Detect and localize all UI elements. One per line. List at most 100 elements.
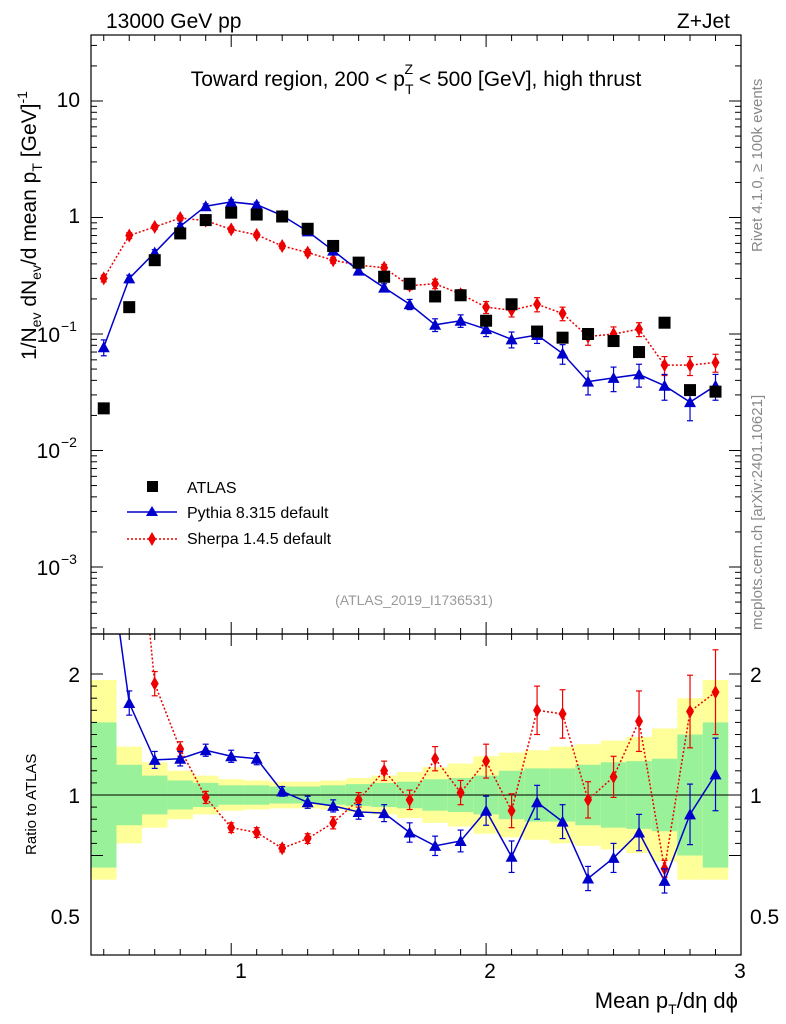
legend: ATLAS Pythia 8.315 default Sherpa 1.4.5 … (127, 480, 332, 548)
legend-sherpa-marker (148, 532, 156, 546)
atlas-point-6 (250, 208, 263, 221)
pythia-ratio-point-14 (454, 834, 467, 846)
atlas-point-5 (225, 206, 238, 219)
pythia-point-15 (480, 323, 493, 335)
analysis-id: (ATLAS_2019_I1736531) (335, 592, 493, 608)
pythia-ratio-point-16 (505, 850, 518, 862)
sherpa-point-6 (252, 227, 261, 242)
sherpa-ratio-line (149, 634, 716, 869)
atlas-point-7 (276, 210, 289, 223)
atlas-point-14 (454, 289, 467, 302)
pythia-ratio-point-15 (480, 804, 493, 816)
atlas-point-22 (658, 316, 671, 329)
legend-pythia-label: Pythia 8.315 default (187, 505, 329, 522)
ytick-label-0.01: 10 (37, 440, 60, 463)
ratio-ytick-right-2: 2 (750, 664, 762, 687)
ratio-ytick-labels-left: 0.5 1 2 (51, 664, 80, 929)
ratio-ytick-1: 1 (68, 785, 80, 808)
sherpa-point-0 (99, 271, 108, 286)
sherpa-point-22 (660, 358, 669, 373)
sherpa-ratio-point-24 (711, 685, 720, 700)
atlas-point-0 (97, 402, 110, 415)
sherpa-ratio-point-16 (507, 803, 516, 818)
pythia-ratio-point-2 (148, 753, 161, 765)
ratio-series (119, 413, 722, 894)
sherpa-point-17 (533, 297, 542, 312)
pythia-ratio-point-7 (276, 785, 289, 797)
main-series (97, 195, 722, 422)
atlas-point-23 (684, 384, 697, 397)
pythia-ratio-point-9 (327, 799, 340, 811)
sherpa-point-5 (227, 222, 236, 237)
pythia-ratio-point-17 (531, 796, 544, 808)
atlas-point-9 (327, 239, 340, 252)
sherpa-point-13 (431, 276, 440, 291)
atlas-point-19 (582, 328, 595, 340)
sherpa-ratio-point-18 (558, 706, 567, 721)
pythia-ratio-point-24 (709, 768, 722, 780)
atlas-point-8 (301, 222, 314, 235)
atlas-point-11 (378, 270, 391, 283)
pythia-ratio-point-5 (225, 750, 238, 762)
atlas-point-13 (429, 290, 442, 303)
sherpa-ratio-point-4 (201, 790, 210, 805)
pythia-point-16 (505, 333, 518, 345)
pythia-ratio-point-1 (123, 697, 136, 709)
atlas-point-24 (709, 385, 722, 398)
atlas-point-21 (633, 346, 646, 359)
legend-sherpa-label: Sherpa 1.4.5 default (187, 531, 332, 548)
sherpa-ratio-point-10 (354, 792, 363, 807)
legend-atlas-marker (147, 481, 158, 492)
pythia-point-12 (403, 298, 416, 310)
ratio-ytick-labels-right: 0.5 1 2 (750, 664, 779, 929)
ytick-label-0.1: 10 (37, 324, 60, 347)
ratio-ytick-2: 2 (68, 664, 80, 687)
pythia-ratio-point-19 (582, 872, 595, 884)
ytick-label-1: 1 (68, 205, 80, 228)
pythia-point-21 (633, 368, 646, 380)
pythia-point-22 (658, 379, 671, 391)
sherpa-ratio-point-19 (584, 792, 593, 807)
sherpa-point-3 (176, 211, 185, 226)
sherpa-ratio-point-2 (150, 676, 159, 691)
pythia-ratio-point-3 (174, 752, 187, 764)
sherpa-ratio-point-12 (405, 792, 414, 807)
pythia-ratio-point-21 (633, 826, 646, 838)
pythia-ratio-point-6 (250, 752, 263, 764)
main-ytick-labels: 10 1 10 −1 10 −2 10 −3 (37, 89, 80, 580)
sherpa-ratio-point-5 (227, 820, 236, 835)
sherpa-ratio-point-20 (609, 769, 618, 784)
ytick-exp-0.1: −1 (61, 318, 77, 334)
sherpa-ratio-point-9 (329, 815, 338, 830)
sherpa-ratio-point-1 (125, 413, 133, 427)
atlas-point-1 (123, 301, 136, 314)
xtick-label-3: 3 (734, 960, 746, 983)
pythia-ratio-point-20 (607, 851, 620, 863)
pythia-point-5 (225, 195, 238, 207)
pythia-point-4 (199, 200, 212, 212)
xtick-label-1: 1 (235, 960, 247, 983)
sherpa-point-21 (635, 322, 644, 337)
main-title: Toward region, 200 < pTZ < 500 [GeV], hi… (191, 61, 642, 97)
ytick-exp-0.001: −3 (61, 551, 77, 567)
pythia-point-6 (250, 198, 263, 210)
atlas-point-18 (556, 331, 569, 344)
pythia-ratio-point-10 (352, 805, 365, 817)
pythia-ratio-point-11 (378, 807, 391, 819)
pythia-ratio-point-23 (684, 808, 697, 820)
sherpa-ratio-point-3 (176, 742, 185, 757)
sherpa-point-24 (711, 355, 720, 370)
pythia-point-14 (454, 314, 467, 326)
atlas-point-3 (174, 227, 187, 240)
ratio-ytick-0.5: 0.5 (51, 906, 80, 929)
sherpa-point-1 (125, 228, 134, 243)
xtick-labels: 1 2 3 (235, 960, 746, 983)
sherpa-point-23 (686, 358, 695, 373)
rivet-label: Rivet 4.1.0, ≥ 100k events (749, 79, 766, 252)
pythia-ratio-point-22 (658, 874, 671, 886)
atlas-point-4 (199, 214, 212, 227)
ytick-label-0.001: 10 (37, 557, 60, 580)
energy-label: 13000 GeV pp (106, 10, 241, 33)
ratio-bands (91, 680, 729, 880)
